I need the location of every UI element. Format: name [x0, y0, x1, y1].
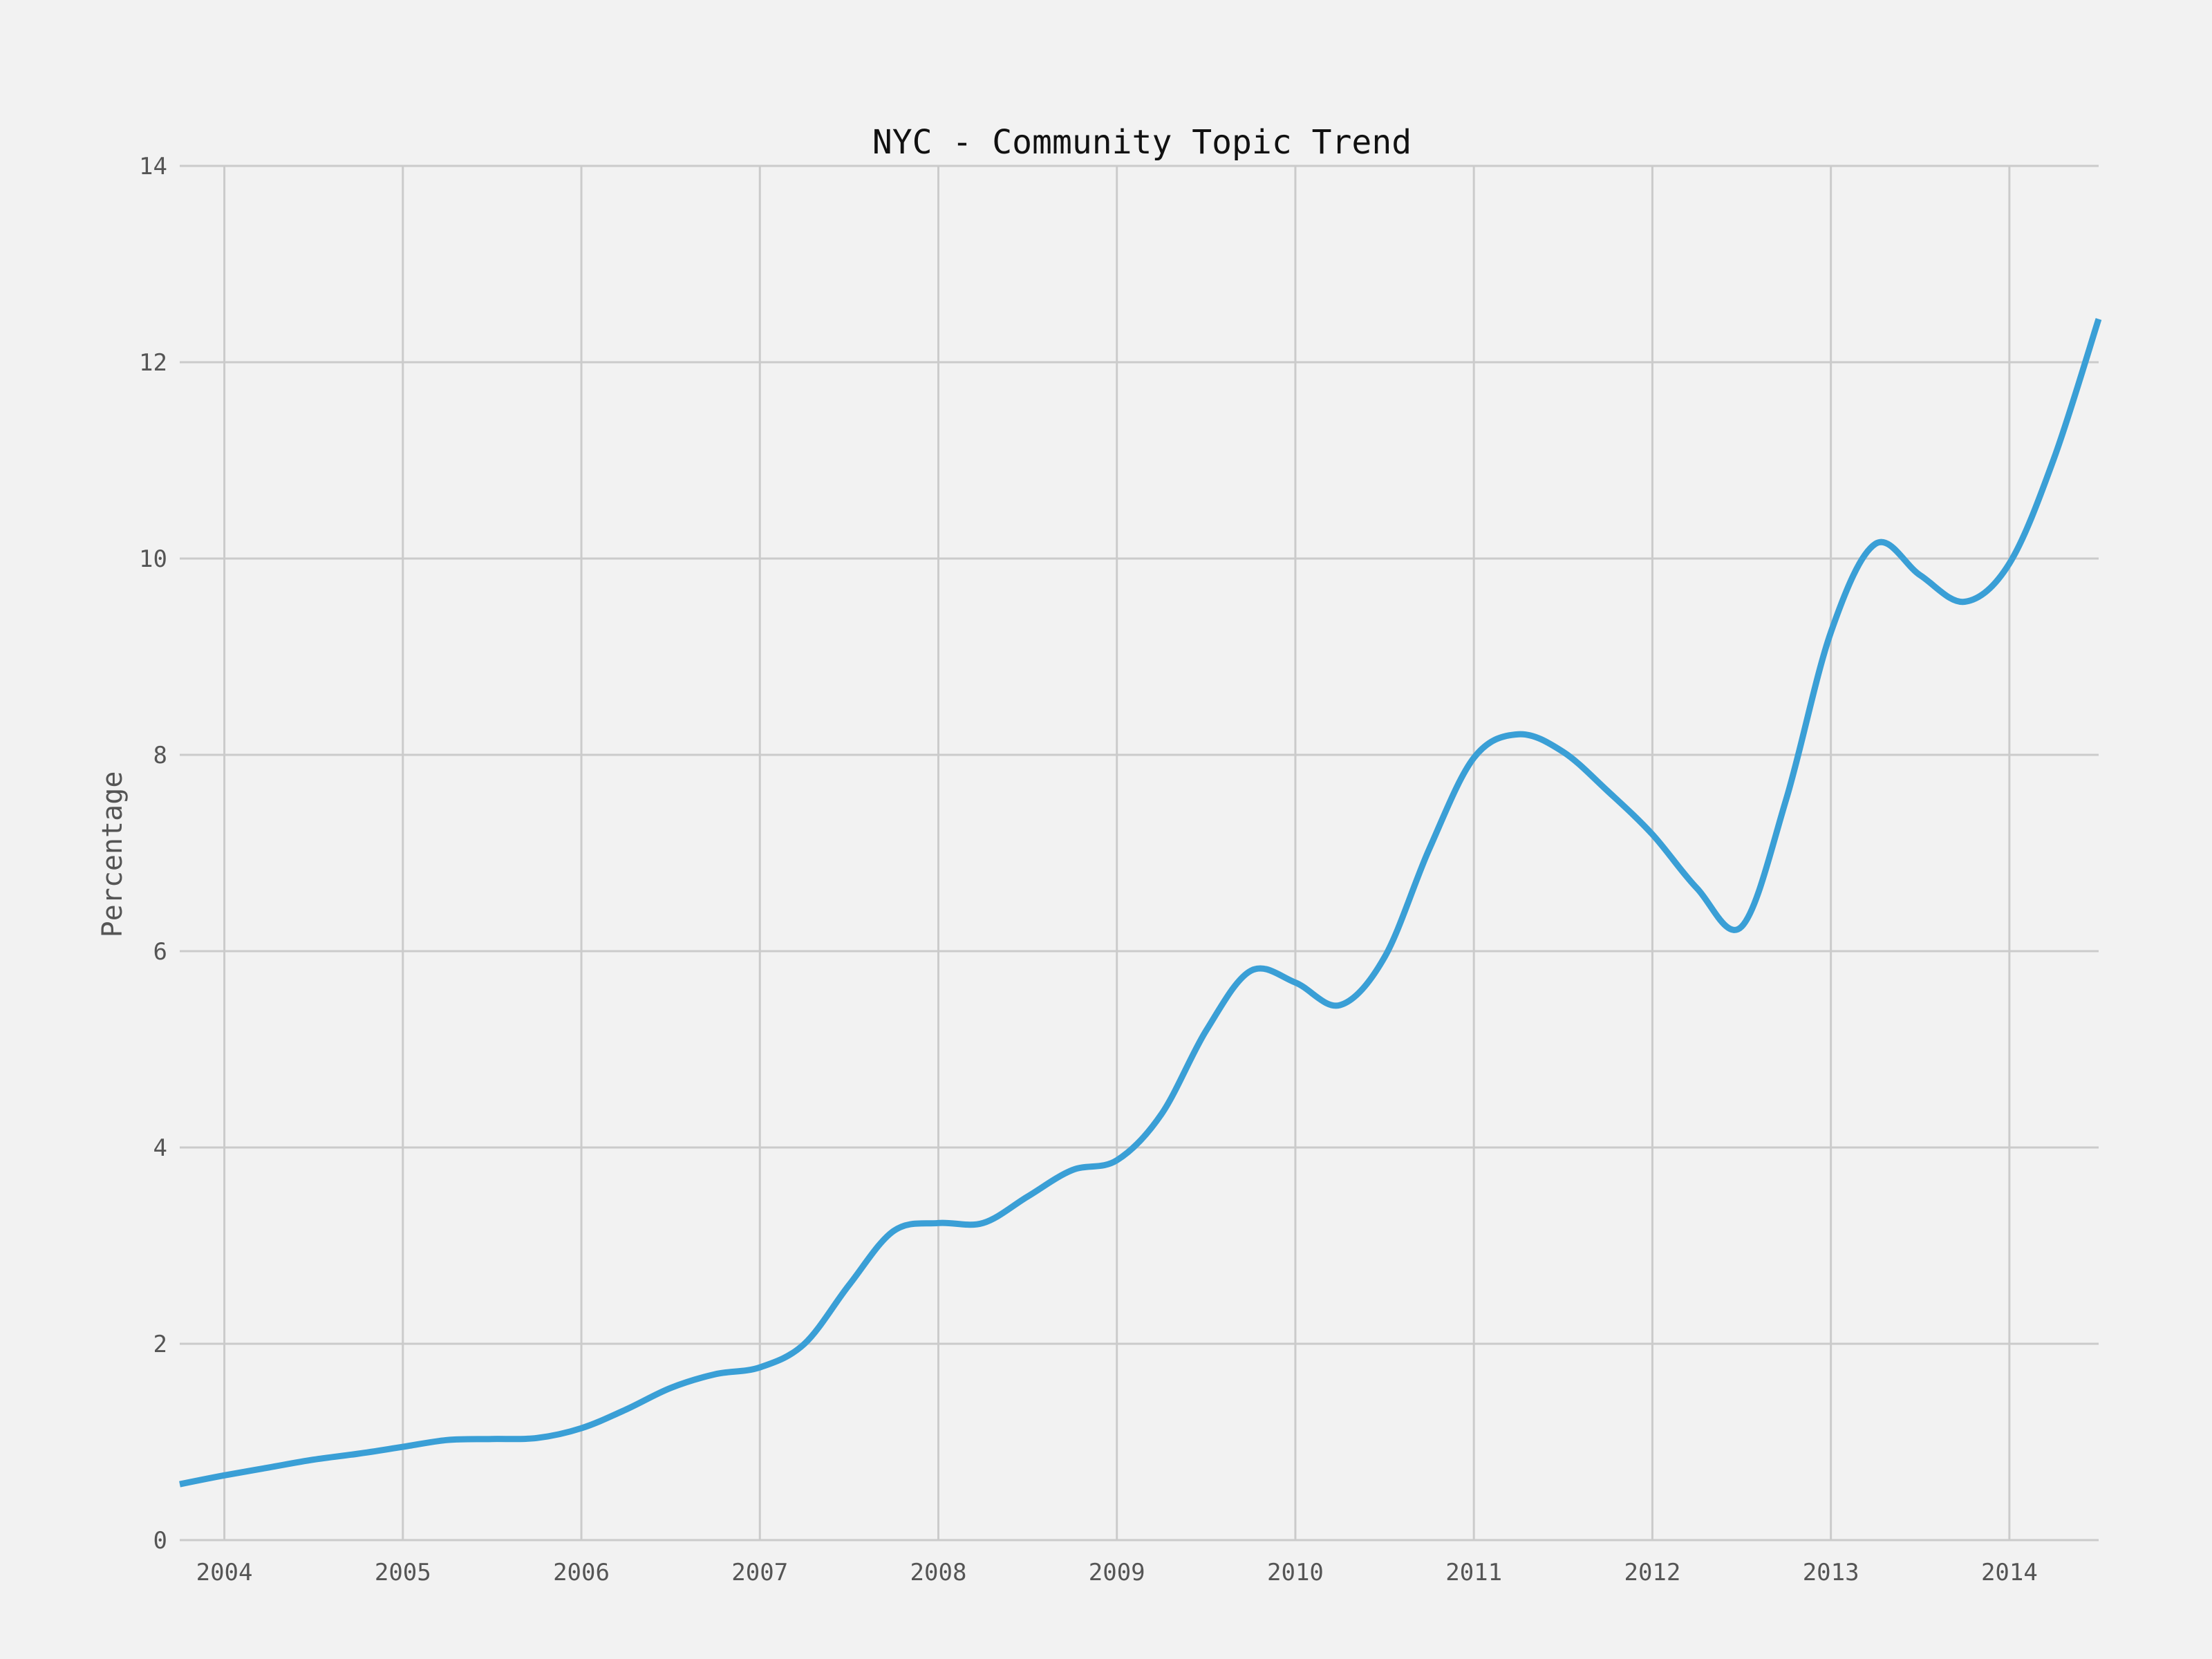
- y-tick-labels: 0 2 4 6 8 10 12 14: [139, 153, 167, 1555]
- chart-title: NYC - Community Topic Trend: [872, 123, 1412, 162]
- y-gridlines: [180, 165, 2099, 1541]
- x-tick-label: 2014: [1981, 1559, 2038, 1586]
- x-tick-label: 2011: [1445, 1559, 1502, 1586]
- series-layer: [179, 318, 2102, 1488]
- y-tick-label: 0: [153, 1527, 167, 1555]
- x-tick-label: 2006: [553, 1559, 610, 1586]
- x-tick-label: 2013: [1803, 1559, 1859, 1586]
- series-line: [179, 318, 2102, 1488]
- y-tick-label: 14: [139, 153, 167, 180]
- x-tick-label: 2005: [375, 1559, 431, 1586]
- y-tick-label: 2: [153, 1331, 167, 1358]
- x-tick-labels: 2004 2005 2006 2007 2008 2009 2010 2011 2012 2013…: [196, 1559, 2038, 1586]
- x-gridlines: [223, 166, 2011, 1540]
- y-tick-label: 8: [153, 742, 167, 769]
- y-axis-label: Percentage: [97, 771, 129, 938]
- y-tick-label: 10: [139, 545, 167, 573]
- x-tick-label: 2004: [196, 1559, 253, 1586]
- y-tick-label: 12: [139, 349, 167, 377]
- x-tick-label: 2012: [1624, 1559, 1680, 1586]
- x-tick-label: 2008: [910, 1559, 967, 1586]
- y-tick-label: 4: [153, 1134, 167, 1162]
- x-tick-label: 2007: [731, 1559, 788, 1586]
- x-tick-label: 2009: [1089, 1559, 1145, 1586]
- y-tick-label: 6: [153, 938, 167, 966]
- x-tick-label: 2010: [1267, 1559, 1324, 1586]
